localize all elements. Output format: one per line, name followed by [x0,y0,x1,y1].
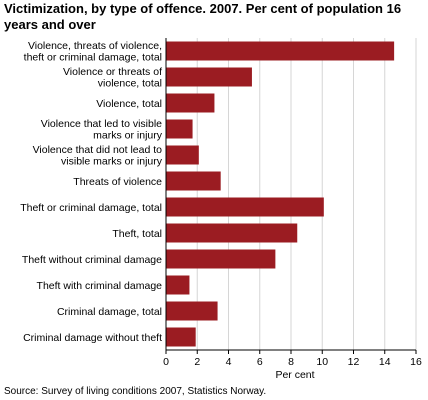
grid-lines [196,38,417,350]
bar [166,327,196,347]
category-label: Violence that did not lead to visible mar… [33,144,163,168]
category-label: Criminal damage without theft [23,332,162,344]
x-tick-label: 8 [288,356,294,368]
x-tick-label: 12 [348,356,360,368]
x-tick-label: 6 [257,356,263,368]
bar [166,41,395,61]
category-label: Violence, total [96,98,162,110]
bar [166,197,324,217]
x-tick-label: 2 [194,356,200,368]
category-label: Violence, threats of violence, theft or c… [24,40,162,64]
category-label: Violence or threats of violence, total [63,66,162,90]
x-axis-title: Per cent [275,369,314,381]
category-label: Theft or criminal damage, total [20,202,162,214]
category-label: Violence that led to visible marks or inj… [41,118,163,142]
x-axis: 0 2 4 6 8 10 12 14 16 [163,38,422,368]
bar [166,67,252,87]
x-tick-label: 4 [226,356,232,368]
x-tick-label: 0 [163,356,169,368]
bar [166,145,199,165]
category-label: Theft without criminal damage [22,254,162,266]
chart-title: Victimization, by type of offence. 2007.… [4,1,402,32]
bar [166,275,190,295]
bar [166,249,276,269]
category-label: Theft, total [112,228,162,240]
bar [166,171,221,191]
category-label: Theft with criminal damage [37,280,163,292]
x-tick-label: 10 [316,356,328,368]
category-labels: Violence, threats of violence, theft or c… [20,40,163,344]
category-label: Criminal damage, total [57,306,162,318]
bar [166,119,193,139]
x-tick-label: 16 [410,356,422,368]
bar [166,223,298,243]
x-tick-label: 14 [379,356,391,368]
category-label: Threats of violence [73,176,162,188]
chart-source: Source: Survey of living conditions 2007… [4,386,267,397]
bar [166,301,218,321]
bar [166,93,215,113]
bars [166,41,395,347]
